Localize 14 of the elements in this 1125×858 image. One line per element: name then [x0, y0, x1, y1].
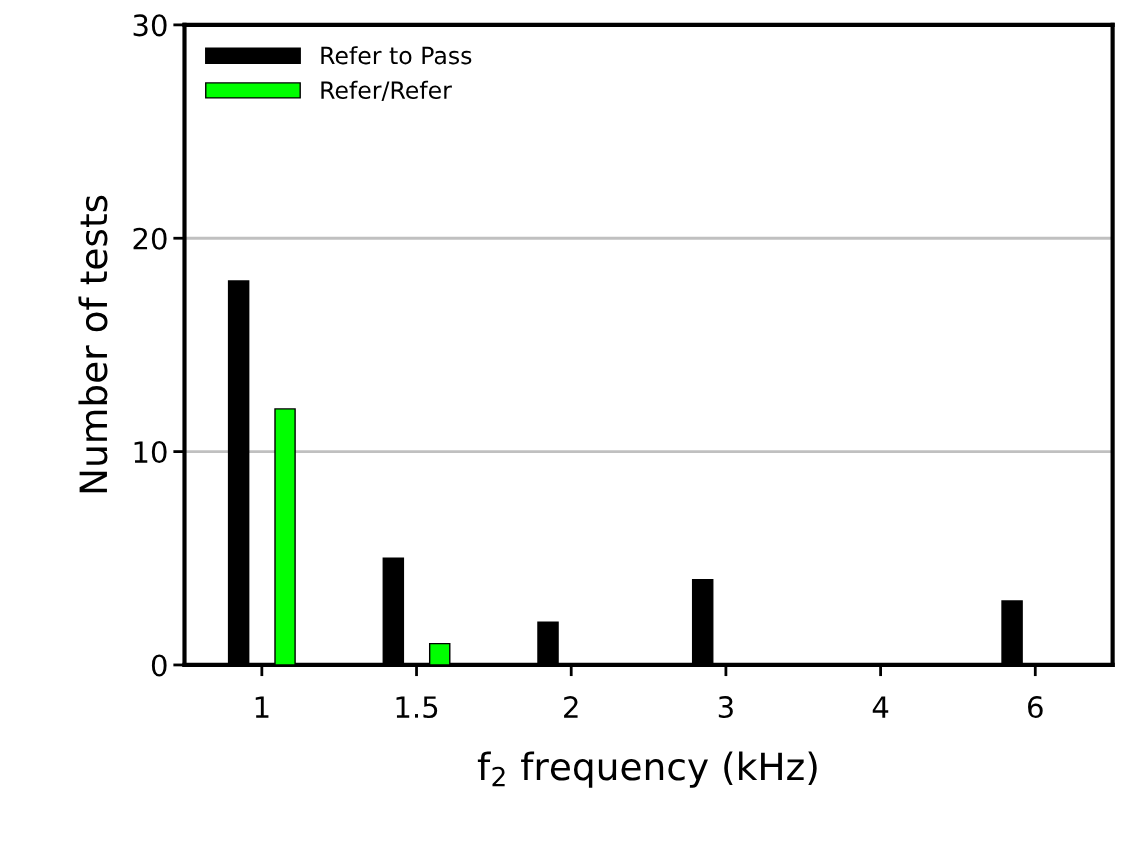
- x-tick-label: 6: [1028, 696, 1043, 719]
- x-tick-label: 3: [718, 696, 733, 719]
- y-tick-label: 10: [134, 441, 167, 464]
- legend-label: Refer/Refer: [321, 80, 452, 101]
- x-tick-label: 2: [564, 696, 578, 718]
- x-tick-label: 1.5: [396, 696, 438, 719]
- y-axis-title: Number of tests: [78, 195, 108, 493]
- y-tick-label: 20: [133, 227, 167, 250]
- legend-label: Refer to Pass: [321, 46, 472, 65]
- y-tick-label: 30: [133, 14, 167, 37]
- x-axis-title: f$_{2}$ frequency (kHz): [477, 751, 817, 788]
- x-tick-label: 4: [872, 696, 889, 718]
- y-tick-label: 0: [151, 654, 167, 677]
- x-tick-label: 1: [255, 696, 269, 718]
